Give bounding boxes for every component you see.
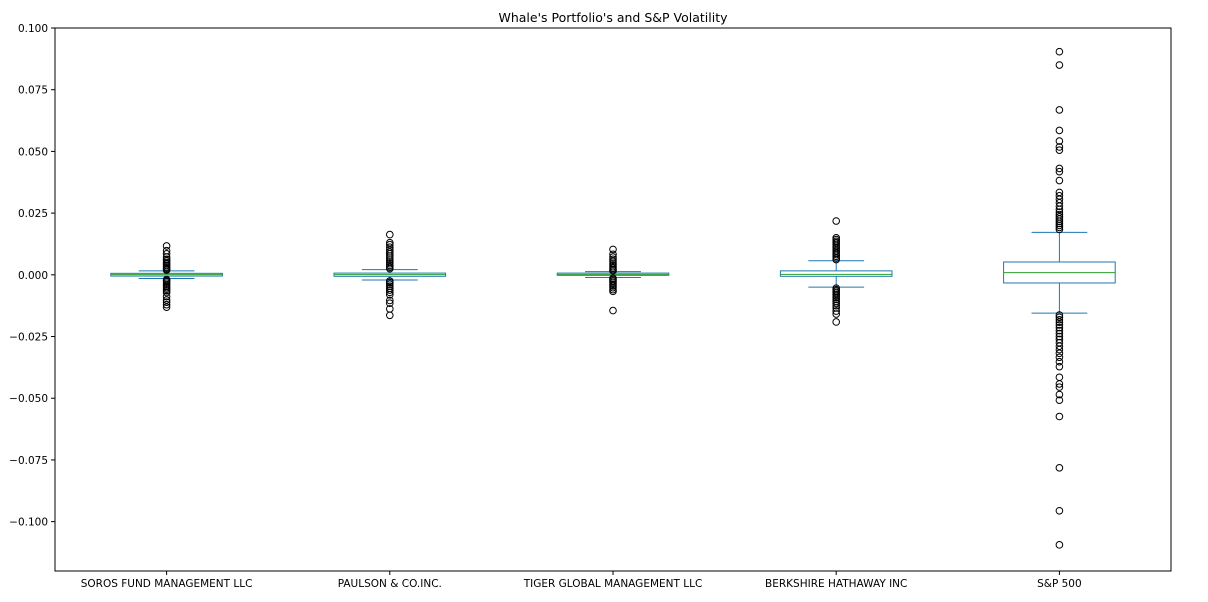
outlier-point	[162, 292, 171, 301]
y-tick-label: −0.100	[9, 517, 48, 529]
outlier-point	[386, 230, 394, 239]
outlier-point	[1055, 396, 1064, 405]
outlier-point	[1055, 176, 1064, 185]
outlier-point	[1055, 541, 1064, 549]
outlier-point	[1055, 106, 1064, 114]
y-tick-label: 0.100	[18, 23, 48, 35]
outlier-point	[386, 311, 394, 320]
plot-frame	[54, 27, 1172, 572]
outlier-point	[1055, 126, 1064, 135]
outlier-point	[162, 298, 171, 307]
outlier-point	[1055, 323, 1064, 332]
box-iqr	[779, 270, 893, 277]
x-tick-label: TIGER GLOBAL MANAGEMENT LLC	[523, 578, 703, 590]
outlier-point	[162, 296, 171, 304]
outlier-point	[1055, 349, 1064, 358]
outlier-point	[1055, 412, 1064, 421]
outlier-point	[1055, 353, 1064, 362]
outlier-point	[1055, 464, 1064, 472]
outlier-point	[1055, 205, 1064, 214]
outlier-point	[386, 296, 394, 305]
outlier-point	[1055, 137, 1064, 145]
outlier-point	[386, 280, 394, 288]
box-group	[333, 230, 447, 320]
outlier-point	[386, 252, 394, 260]
outlier-point	[1055, 357, 1064, 366]
y-tick-label: −0.075	[9, 455, 48, 467]
y-axis: 0.100 0.075 0.050 0.025 0.000 −0.025 −0.050 −0.…	[9, 23, 55, 529]
outlier-point	[162, 303, 171, 311]
outlier-point	[1055, 225, 1064, 234]
outlier-point	[1055, 318, 1064, 327]
x-tick-label: BERKSHIRE HATHAWAY INC	[765, 578, 907, 590]
outlier-point	[162, 242, 171, 250]
outlier-point	[1055, 321, 1064, 329]
outlier-point	[1055, 390, 1064, 399]
outlier-point	[832, 217, 841, 225]
box-group	[556, 245, 670, 315]
outlier-point	[1055, 311, 1064, 319]
outlier-point	[1055, 61, 1064, 69]
outlier-point	[386, 288, 394, 297]
outlier-point	[609, 287, 617, 296]
outlier-point	[162, 266, 171, 274]
outlier-point	[1055, 143, 1064, 151]
outlier-point	[162, 288, 171, 297]
x-tick-label: PAULSON & CO.INC.	[338, 578, 442, 590]
outlier-point	[1055, 167, 1064, 176]
outlier-point	[1055, 326, 1064, 335]
outlier-point	[609, 306, 617, 315]
outlier-point	[1055, 313, 1064, 322]
outlier-point	[386, 264, 394, 273]
outlier-point	[386, 256, 394, 264]
outlier-point	[1055, 223, 1064, 232]
outlier-point	[1055, 146, 1064, 154]
x-tick-label: S&P 500	[1037, 578, 1082, 590]
outlier-point	[1055, 342, 1064, 350]
box-group	[1003, 47, 1116, 549]
outlier-point	[609, 245, 617, 254]
chart-title: Whale's Portfolio's and S&P Volatility	[498, 10, 728, 25]
box-group	[110, 242, 223, 311]
y-tick-label: 0.075	[18, 85, 48, 97]
outlier-point	[1055, 373, 1064, 382]
outlier-point	[832, 318, 841, 326]
outlier-point	[1055, 315, 1064, 324]
outlier-point	[1055, 202, 1064, 211]
outlier-point	[1055, 362, 1064, 371]
outlier-point	[832, 307, 841, 315]
outlier-point	[386, 240, 394, 249]
outlier-point	[609, 283, 617, 292]
x-tick-label: SOROS FUND MANAGEMENT LLC	[81, 578, 253, 590]
y-tick-label: −0.050	[9, 393, 48, 405]
outlier-point	[1055, 329, 1064, 338]
outlier-point	[1055, 219, 1064, 228]
outlier-point	[609, 267, 617, 275]
outlier-point	[1055, 345, 1064, 354]
outlier-point	[162, 300, 171, 309]
y-tick-label: 0.050	[18, 146, 48, 158]
outlier-point	[832, 299, 841, 308]
outlier-point	[609, 255, 617, 264]
outlier-point	[386, 286, 394, 294]
outlier-point	[832, 255, 841, 264]
outlier-point	[1055, 221, 1064, 230]
outlier-point	[1055, 380, 1064, 388]
outlier-point	[1055, 383, 1064, 391]
outlier-point	[386, 291, 394, 299]
outlier-point	[386, 254, 394, 262]
y-tick-label: 0.025	[18, 208, 48, 220]
outlier-point	[832, 301, 841, 310]
outlier-point	[386, 299, 394, 308]
x-axis: SOROS FUND MANAGEMENT LLC PAULSON & CO.IN…	[81, 571, 1082, 590]
outlier-point	[1055, 47, 1064, 56]
plot-area	[110, 47, 1116, 549]
box-group	[779, 217, 893, 326]
y-tick-label: 0.000	[18, 270, 48, 282]
outlier-point	[1055, 164, 1064, 173]
y-tick-label: −0.025	[9, 332, 48, 344]
outlier-point	[1055, 506, 1064, 515]
outlier-point	[832, 310, 841, 318]
